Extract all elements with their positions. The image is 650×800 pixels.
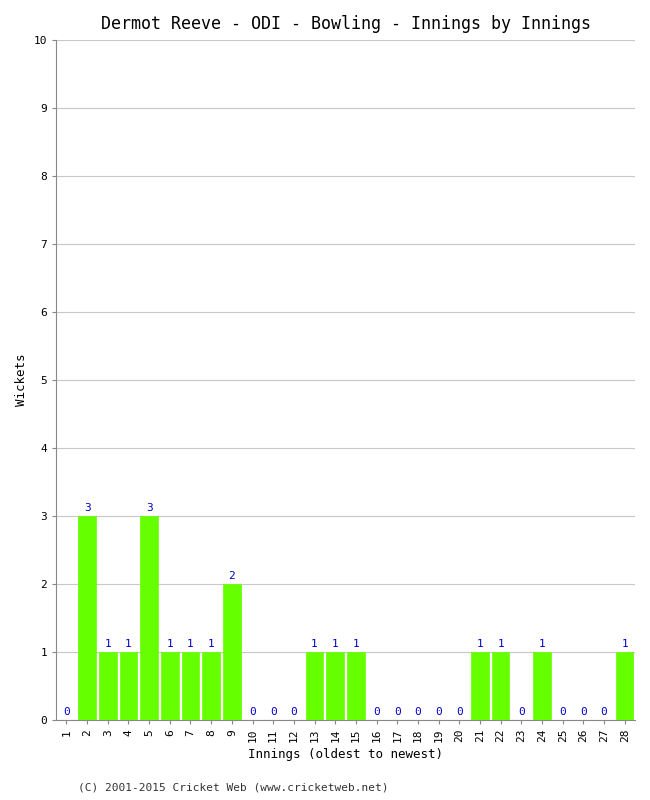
Text: 3: 3 xyxy=(146,502,153,513)
Text: 0: 0 xyxy=(394,706,400,717)
Text: 0: 0 xyxy=(373,706,380,717)
Bar xyxy=(326,652,344,720)
Text: 1: 1 xyxy=(105,638,111,649)
Bar xyxy=(347,652,365,720)
Bar xyxy=(161,652,179,720)
Text: (C) 2001-2015 Cricket Web (www.cricketweb.net): (C) 2001-2015 Cricket Web (www.cricketwe… xyxy=(78,782,389,792)
Bar xyxy=(202,652,220,720)
Text: 3: 3 xyxy=(84,502,90,513)
Text: 1: 1 xyxy=(166,638,173,649)
Text: 1: 1 xyxy=(187,638,194,649)
X-axis label: Innings (oldest to newest): Innings (oldest to newest) xyxy=(248,748,443,761)
Bar xyxy=(471,652,489,720)
Bar xyxy=(78,516,96,720)
Text: 0: 0 xyxy=(436,706,442,717)
Text: 1: 1 xyxy=(352,638,359,649)
Text: 1: 1 xyxy=(539,638,545,649)
Text: 0: 0 xyxy=(249,706,256,717)
Text: 1: 1 xyxy=(332,638,339,649)
Text: 1: 1 xyxy=(125,638,132,649)
Bar xyxy=(306,652,323,720)
Title: Dermot Reeve - ODI - Bowling - Innings by Innings: Dermot Reeve - ODI - Bowling - Innings b… xyxy=(101,15,591,33)
Text: 2: 2 xyxy=(228,570,235,581)
Text: 0: 0 xyxy=(580,706,587,717)
Bar xyxy=(533,652,551,720)
Text: 0: 0 xyxy=(559,706,566,717)
Text: 0: 0 xyxy=(456,706,463,717)
Text: 1: 1 xyxy=(311,638,318,649)
Y-axis label: Wickets: Wickets xyxy=(15,354,28,406)
Text: 0: 0 xyxy=(270,706,276,717)
Bar xyxy=(99,652,116,720)
Bar xyxy=(120,652,137,720)
Text: 0: 0 xyxy=(518,706,525,717)
Text: 1: 1 xyxy=(208,638,214,649)
Text: 1: 1 xyxy=(621,638,628,649)
Bar xyxy=(140,516,158,720)
Text: 1: 1 xyxy=(476,638,484,649)
Text: 0: 0 xyxy=(63,706,70,717)
Bar xyxy=(182,652,200,720)
Text: 0: 0 xyxy=(415,706,421,717)
Text: 1: 1 xyxy=(497,638,504,649)
Bar xyxy=(616,652,634,720)
Bar xyxy=(492,652,510,720)
Text: 0: 0 xyxy=(291,706,297,717)
Bar xyxy=(223,584,240,720)
Text: 0: 0 xyxy=(601,706,607,717)
